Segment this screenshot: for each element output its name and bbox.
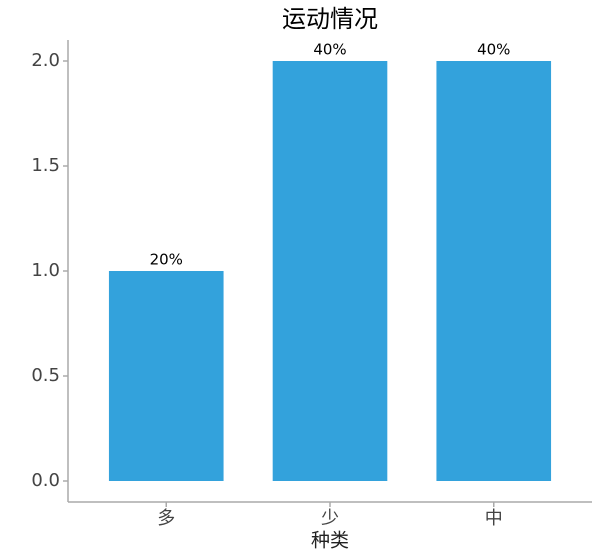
x-tick-label: 少 [321, 508, 339, 529]
y-tick-label: 1.0 [31, 260, 60, 281]
x-tick-label: 中 [485, 508, 503, 529]
bar [436, 61, 552, 481]
x-tick-label: 多 [157, 508, 175, 529]
y-tick-label: 0.5 [31, 365, 60, 386]
data-label: 20% [150, 251, 183, 269]
y-tick-label: 2.0 [31, 50, 60, 71]
data-label: 40% [313, 41, 346, 59]
bar [272, 61, 388, 481]
data-label: 40% [477, 41, 510, 59]
y-tick-label: 0.0 [31, 470, 60, 491]
bar [108, 271, 224, 481]
x-axis-label: 种类 [311, 530, 349, 552]
chart-title: 运动情况 [282, 5, 378, 33]
y-tick-label: 1.5 [31, 155, 60, 176]
